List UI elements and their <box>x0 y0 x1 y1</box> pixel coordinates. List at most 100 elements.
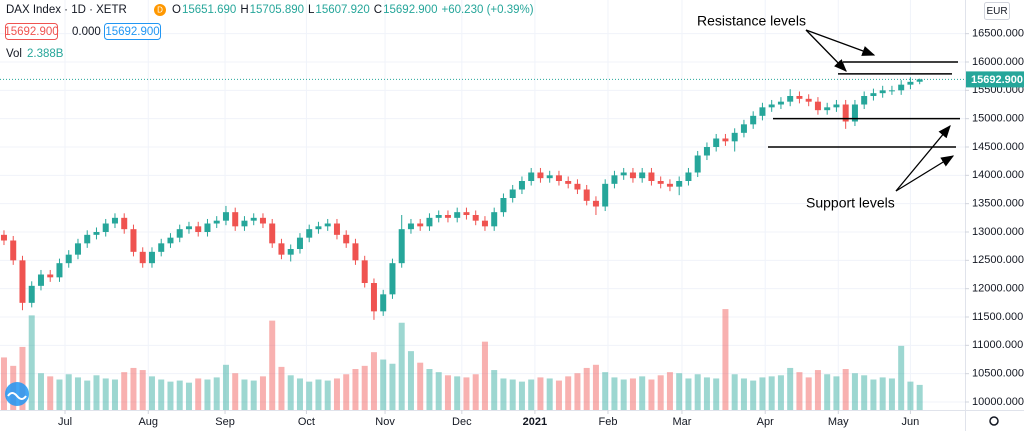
candle-body <box>703 146 710 156</box>
candle-body <box>74 243 81 255</box>
symbol[interactable]: DAX Index · 1D · XETR <box>6 4 127 16</box>
candle-body <box>796 95 803 99</box>
candle-body <box>824 107 831 111</box>
volume-bar <box>657 375 664 410</box>
quote-value: 15651.690 <box>182 4 236 16</box>
volume-bar <box>740 378 747 410</box>
candle-body <box>722 138 729 142</box>
quote-label: O <box>172 4 181 16</box>
y-tick-label: 14500.000 <box>972 141 1024 153</box>
settings[interactable] <box>989 416 999 426</box>
volume-bar <box>565 376 572 410</box>
candle-body <box>204 223 211 233</box>
y-tick-label: 15000.000 <box>972 113 1024 125</box>
volume-bar <box>722 309 729 410</box>
candle-body <box>139 251 146 264</box>
candle-body <box>10 240 17 261</box>
volume-bar <box>879 377 886 410</box>
volume-bar <box>176 380 183 410</box>
volume-bar <box>481 341 488 410</box>
candle-body <box>768 104 775 108</box>
candle-body <box>463 212 470 216</box>
volume-bar <box>232 373 239 410</box>
y-tick-label: 10500.000 <box>972 368 1024 380</box>
volume-bar <box>84 380 91 410</box>
volume-bar <box>518 381 525 410</box>
volume-bar <box>241 379 248 410</box>
volume-bar <box>472 374 479 410</box>
volume-bar <box>121 372 128 410</box>
candle-body <box>759 107 766 116</box>
volume-bar <box>315 379 322 410</box>
candle-body <box>676 181 683 187</box>
candle-body <box>380 294 387 312</box>
volume-bar <box>861 375 868 410</box>
volume-bar <box>65 374 72 410</box>
candle-body <box>592 200 599 207</box>
buy-box[interactable] <box>104 23 161 40</box>
quote-value: 15607.920 <box>315 4 369 16</box>
candle-body <box>509 189 516 199</box>
volume-bar <box>111 379 118 410</box>
badge: D <box>157 6 163 15</box>
volume-bar <box>269 320 276 410</box>
quote-change: +60.230 (+0.39%) <box>441 4 533 16</box>
x-tick-label: Apr <box>757 416 774 428</box>
y-tick-label: 11500.000 <box>972 311 1023 323</box>
candle-body <box>888 90 895 92</box>
volume-bar <box>222 364 229 410</box>
sell-box[interactable] <box>5 23 58 40</box>
candle-body <box>870 93 877 96</box>
volume-bar <box>796 372 803 410</box>
sell-price: 15692.900 <box>4 26 58 38</box>
candle-body <box>546 175 553 179</box>
volume-bar <box>389 363 396 410</box>
quote-value: 15705.890 <box>250 4 304 16</box>
candle-body <box>158 243 165 252</box>
candle-body <box>93 232 100 235</box>
candle-body <box>444 215 451 218</box>
candle-body <box>777 101 784 105</box>
volume-bar <box>916 384 923 410</box>
candle-body <box>666 183 673 187</box>
candle-body <box>879 90 886 94</box>
candle-body <box>398 229 405 264</box>
last-price-tag <box>966 71 1024 88</box>
candle-body <box>528 172 535 182</box>
volume-bar <box>509 379 516 410</box>
volume-bar <box>333 378 340 410</box>
volume-bar <box>250 380 257 410</box>
candles <box>0 77 965 320</box>
volume-bar <box>407 351 414 410</box>
volume-bar <box>296 378 303 410</box>
candle-body <box>259 217 266 224</box>
currency-box[interactable] <box>984 2 1010 20</box>
volume-bar <box>37 373 44 410</box>
y-tick-label: 12000.000 <box>972 283 1024 295</box>
volume-label: Vol <box>6 48 22 60</box>
y-tick-label: 12500.000 <box>972 254 1024 266</box>
levels <box>768 61 960 148</box>
x-tick-label: 2021 <box>523 416 547 428</box>
candle-body <box>148 251 155 264</box>
candle-body <box>37 274 44 286</box>
volume-bar <box>287 375 294 410</box>
x-tick-label: May <box>828 416 849 428</box>
volume-bar <box>833 376 840 410</box>
buy-price: 15692.900 <box>105 26 159 38</box>
candle-body <box>648 172 655 182</box>
logo-mark <box>7 392 27 400</box>
candle-body <box>185 226 192 230</box>
candle-body <box>805 98 812 102</box>
candle-body <box>565 181 572 184</box>
volume-bar <box>602 372 609 410</box>
volume-bar <box>592 364 599 410</box>
candle-body <box>740 124 747 133</box>
candle-body <box>537 172 544 179</box>
volume-bar <box>435 372 442 410</box>
volume-bar <box>750 380 757 410</box>
candle-body <box>324 223 331 227</box>
logo[interactable] <box>5 382 29 406</box>
volume-bar <box>583 367 590 410</box>
